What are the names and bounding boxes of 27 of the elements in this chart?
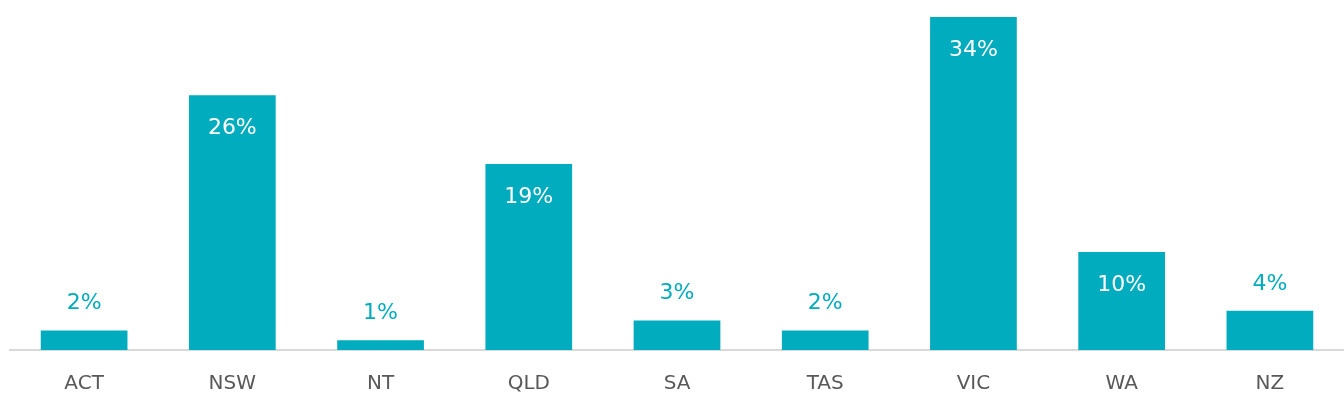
bar [930, 17, 1017, 350]
x-tick-label: QLD [507, 370, 550, 395]
x-tick-label: ACT [64, 370, 105, 395]
bar [1078, 252, 1166, 350]
bar [40, 330, 128, 350]
data-label: 26% [207, 114, 257, 140]
x-tick-label: NT [366, 370, 395, 395]
bar [781, 330, 869, 350]
data-label: 4% [1252, 269, 1288, 295]
x-tick-label: NSW [208, 370, 257, 395]
x-tick-label: NZ [1255, 370, 1285, 395]
x-tick-label: WA [1105, 370, 1139, 395]
x-tick-label: SA [663, 370, 691, 395]
bar [1226, 310, 1314, 350]
bar [188, 95, 276, 350]
data-label: 19% [504, 182, 554, 208]
data-label: 10% [1097, 270, 1147, 296]
data-label: 3% [659, 279, 695, 305]
data-label: 34% [948, 35, 998, 61]
x-tick-label: TAS [805, 370, 844, 395]
bar [485, 163, 573, 350]
bar [633, 320, 721, 350]
data-label: 1% [363, 298, 399, 324]
data-label: 2% [807, 289, 843, 315]
bar [337, 340, 424, 350]
x-tick-label: VIC [956, 370, 991, 395]
data-label: 2% [66, 289, 102, 315]
